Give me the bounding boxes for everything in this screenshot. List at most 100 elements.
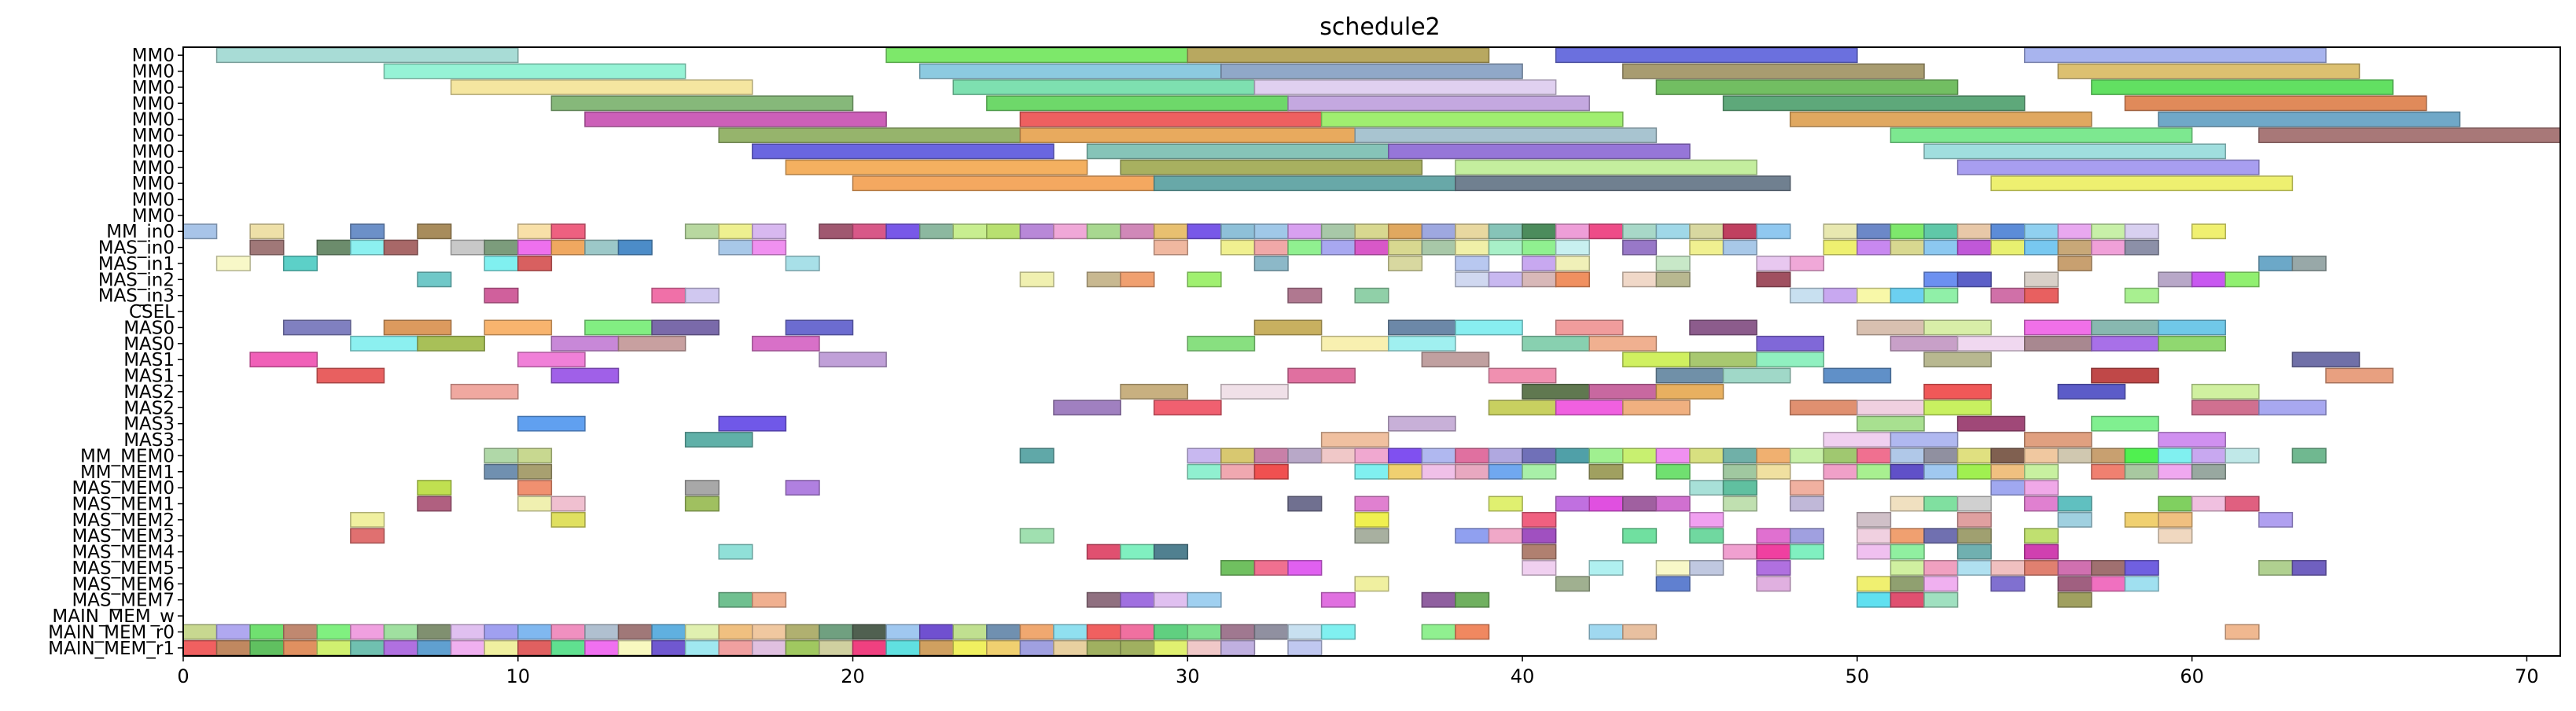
task-bar <box>1522 511 1557 528</box>
task-bar <box>316 624 351 640</box>
task-bar <box>517 415 586 432</box>
task-bar <box>852 639 887 656</box>
task-bar <box>1187 448 1222 464</box>
task-bar <box>517 463 553 480</box>
task-bar <box>684 432 753 448</box>
task-bar <box>1722 367 1791 384</box>
task-bar <box>1187 47 1490 64</box>
task-bar <box>1789 543 1825 560</box>
task-bar <box>1722 95 2026 112</box>
task-bar <box>1689 528 1724 544</box>
task-bar <box>1655 256 1691 271</box>
task-bar <box>1890 127 2193 143</box>
task-bar <box>2024 495 2059 512</box>
task-bar <box>752 591 787 608</box>
task-bar <box>651 624 686 640</box>
task-bar <box>1187 624 1222 640</box>
task-bar <box>1588 495 1624 512</box>
task-bar <box>2258 127 2561 143</box>
task-bar <box>1120 624 1155 640</box>
task-bar <box>1153 400 1222 416</box>
task-bar <box>1857 591 1892 608</box>
task-bar <box>1756 448 1791 464</box>
task-bar <box>1555 448 1591 464</box>
task-bar <box>350 335 418 352</box>
y-tick-label: MAS_in2 <box>98 270 175 290</box>
task-bar <box>1287 560 1323 576</box>
task-bar <box>1756 560 1791 576</box>
task-bar <box>1789 528 1825 544</box>
task-bar <box>1789 448 1825 464</box>
task-bar <box>2024 223 2059 240</box>
task-bar <box>1320 223 1356 240</box>
task-bar <box>718 239 753 256</box>
task-bar <box>2024 432 2092 448</box>
y-tick-label: MM_MEM1 <box>80 462 175 483</box>
task-bar <box>517 624 553 640</box>
task-bar <box>2057 495 2092 512</box>
task-bar <box>1689 223 1724 240</box>
task-bar <box>1588 223 1624 240</box>
task-bar <box>1153 543 1189 560</box>
task-bar <box>1388 256 1423 271</box>
task-bar <box>350 624 385 640</box>
task-bar <box>1857 511 1892 528</box>
task-bar <box>1789 287 1825 304</box>
task-bar <box>2091 576 2126 592</box>
task-bar <box>1756 335 1825 352</box>
task-bar <box>2024 463 2059 480</box>
task-bar <box>684 287 719 304</box>
task-bar <box>282 256 318 271</box>
task-bar <box>249 352 318 368</box>
task-bar <box>952 223 988 240</box>
task-bar <box>918 63 1222 79</box>
task-bar <box>1956 223 1992 240</box>
task-bar <box>1857 576 1892 592</box>
y-tick-label: MAS_MEM5 <box>72 558 175 579</box>
task-bar <box>1086 223 1121 240</box>
task-bar <box>417 223 452 240</box>
task-bar <box>1823 463 1858 480</box>
task-bar <box>2191 400 2260 416</box>
task-bar <box>1756 223 1791 240</box>
task-bar <box>1756 352 1825 368</box>
task-bar <box>1522 448 1557 464</box>
task-bar <box>550 223 586 240</box>
task-bar <box>1153 591 1189 608</box>
task-bar <box>1320 591 1356 608</box>
task-bar <box>2158 463 2193 480</box>
task-bar <box>852 175 1155 192</box>
task-bar <box>1655 576 1691 592</box>
task-bar <box>1488 239 1523 256</box>
task-bar <box>1488 528 1523 544</box>
task-bar <box>316 639 351 656</box>
task-bar <box>2024 528 2059 544</box>
task-bar <box>1488 448 1523 464</box>
task-bar <box>550 239 586 256</box>
task-bar <box>2057 511 2092 528</box>
task-bar <box>584 239 620 256</box>
y-tick-label: MAS3 <box>123 414 175 435</box>
task-bar <box>2024 543 2059 560</box>
task-bar <box>1354 511 1389 528</box>
task-bar <box>1388 319 1456 336</box>
task-bar <box>718 624 753 640</box>
task-bar <box>1253 624 1289 640</box>
task-bar <box>1354 576 1389 592</box>
task-bar <box>215 639 251 656</box>
task-bar <box>1354 127 1658 143</box>
task-bar <box>1923 383 1992 400</box>
task-bar <box>1388 223 1423 240</box>
task-bar <box>2024 480 2059 496</box>
task-bar <box>350 528 385 544</box>
task-bar <box>752 639 787 656</box>
task-bar <box>1488 223 1523 240</box>
task-bar <box>1722 495 1757 512</box>
task-bar <box>1253 560 1289 576</box>
task-bar <box>785 480 820 496</box>
task-bar <box>1923 528 1959 544</box>
task-bar <box>584 319 653 336</box>
task-bar <box>1722 463 1757 480</box>
task-bar <box>1522 463 1557 480</box>
task-bar <box>1287 624 1323 640</box>
